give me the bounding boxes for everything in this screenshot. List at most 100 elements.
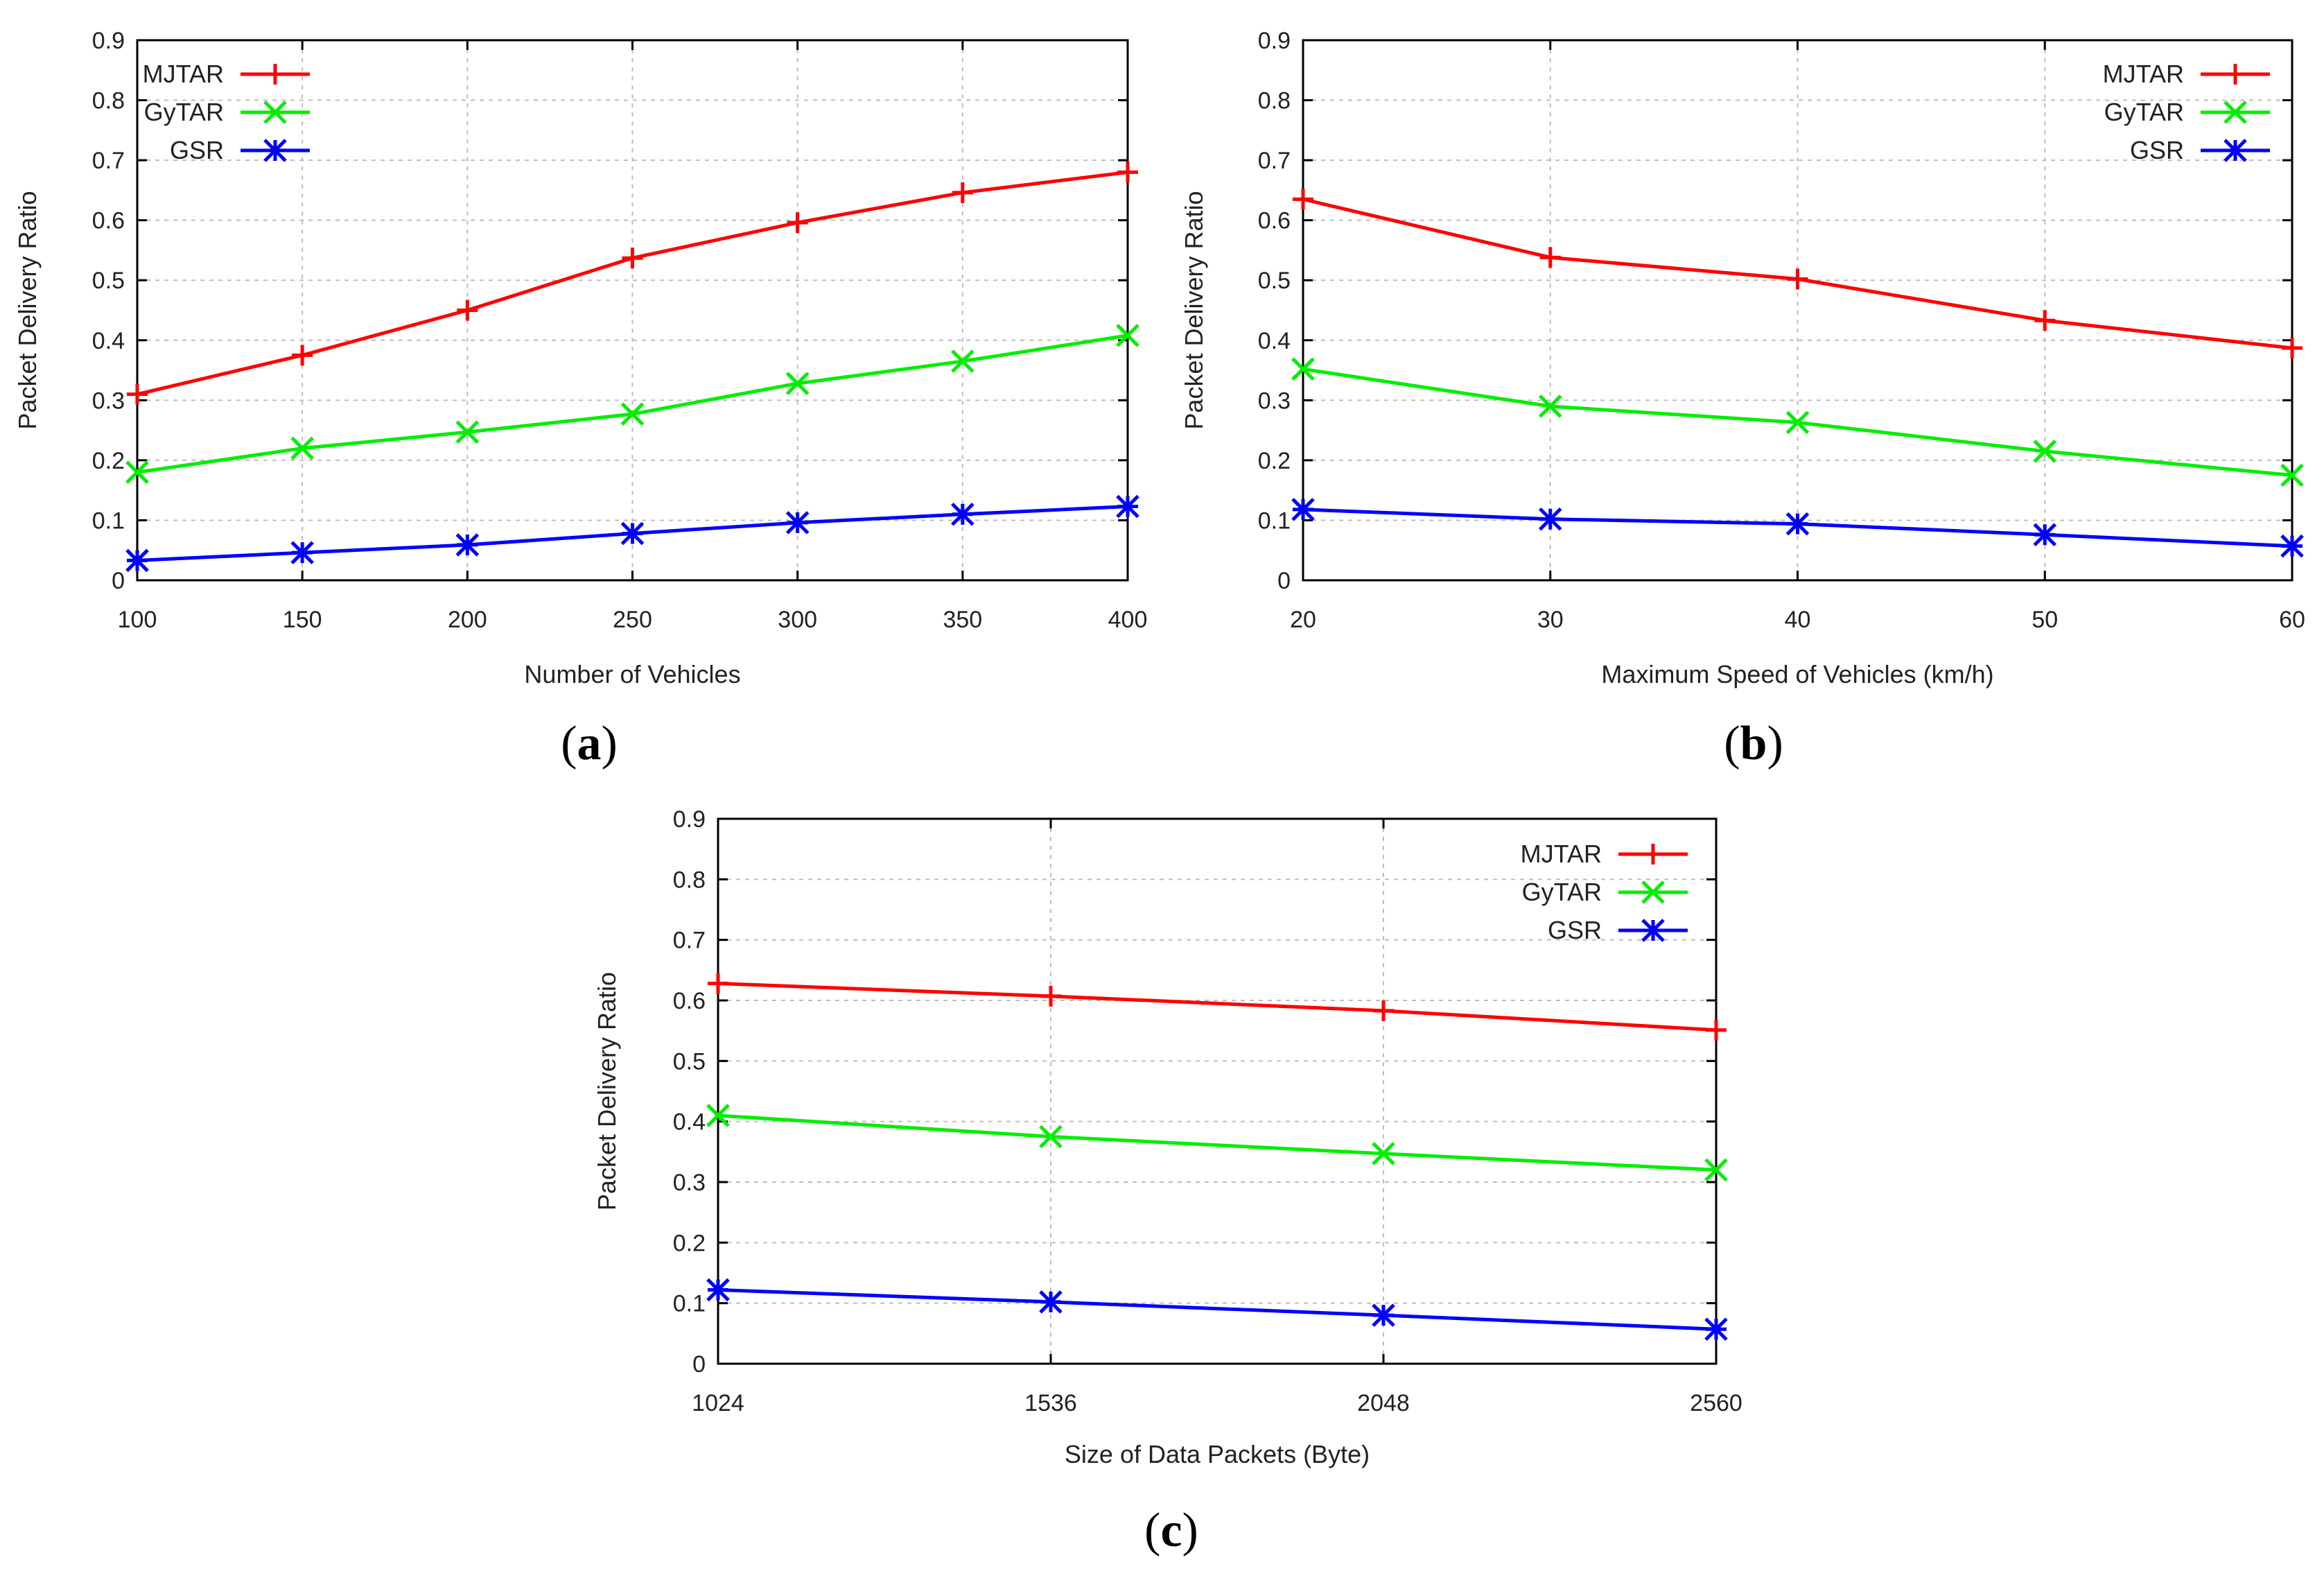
chart-c-series-mjtar-point: [1706, 1019, 1727, 1041]
chart-c-y-tick-label: 0.2: [673, 1230, 706, 1256]
chart-c: 0 0.1 0.2 0.3 0.4 0.5 0.6 0.7 0.8 0.9 1024 1536 2048…: [593, 806, 1742, 1468]
chart-a-y-tick-label: 0.4: [92, 328, 125, 354]
chart-c-legend-label-gsr: GSR: [1548, 916, 1602, 944]
chart-c-x-tick-label: 1024: [692, 1390, 744, 1416]
chart-a-x-tick-label: 300: [778, 607, 817, 633]
chart-c-series-gsr-point: [706, 1278, 730, 1302]
chart-b-series-mjtar-point: [2282, 338, 2303, 359]
chart-c-series-gytar-point: [1372, 1142, 1395, 1165]
chart-b-y-tick-label: 0: [1277, 568, 1291, 594]
chart-a-y-tick-label: 0.6: [92, 208, 125, 234]
chart-c-y-tick-label: 0.1: [673, 1291, 706, 1317]
chart-a-series-gytar-point: [125, 460, 149, 484]
chart-b-series-gytar-point: [2280, 463, 2304, 487]
chart-c-plot-frame: [717, 817, 1718, 1365]
chart-a-x-tick-label: 250: [613, 607, 652, 633]
chart-a-y-tick-label: 0.5: [92, 268, 125, 294]
chart-a-series-gytar-point: [1116, 324, 1139, 347]
chart-c-y-axis-label: Packet Delivery Ratio: [593, 972, 621, 1210]
chart-a-series-mjtar-point: [127, 383, 148, 405]
chart-b-series-gytar-point: [2033, 440, 2057, 463]
chart-b-series-gsr-point: [1538, 507, 1562, 531]
chart-b-y-tick-label: 0.9: [1258, 28, 1291, 54]
chart-b-x-tick-label: 40: [1785, 607, 1811, 633]
chart-c-legend-label-gytar: GyTAR: [1522, 878, 1602, 906]
chart-c-y-tick-label: 0.7: [673, 928, 706, 954]
chart-a: 0 0.1 0.2 0.3 0.4 0.5 0.6 0.7 0.8 0.9 100 150 200 250…: [13, 28, 1147, 688]
chart-a-x-tick-label: 400: [1108, 607, 1148, 633]
chart-a-series-gsr-point: [620, 521, 645, 546]
chart-c-y-tick-label: 0: [692, 1351, 706, 1378]
chart-a-series-gsr-point: [455, 533, 480, 557]
chart-a-y-axis-label: Packet Delivery Ratio: [13, 191, 42, 429]
chart-b-y-tick-label: 0.7: [1258, 148, 1291, 174]
chart-c-y-tick-label: 0.3: [673, 1170, 706, 1196]
panel-label-b: (b): [1724, 717, 1783, 770]
chart-b-series-mjtar-point: [1293, 189, 1313, 210]
chart-c-series-gytar-point: [1039, 1125, 1063, 1149]
chart-b-series-gsr-point: [1291, 498, 1315, 521]
chart-a-y-tick-label: 0: [112, 568, 125, 594]
chart-c-series-gytar-line: [717, 1113, 1717, 1172]
chart-b-legend-marker-gsr: [2223, 139, 2247, 162]
chart-a-x-tick-label: 350: [943, 607, 982, 633]
chart-a-y-tick-label: 0.9: [92, 28, 125, 54]
chart-b-series-gytar-point: [1291, 357, 1315, 381]
chart-c-y-tick-label: 0.9: [673, 806, 706, 833]
chart-a-series-gytar-point: [455, 420, 480, 444]
chart-c-legend-marker-mjtar: [1643, 844, 1663, 865]
chart-a-series-gytar-point: [951, 349, 975, 373]
chart-a-series-mjtar-point: [622, 248, 643, 269]
chart-c-y-tick-label: 0.6: [673, 988, 706, 1014]
chart-b-y-tick-label: 0.8: [1258, 88, 1291, 114]
chart-b-y-tick-label: 0.2: [1258, 448, 1291, 474]
chart-a-series-gsr-point: [290, 541, 314, 564]
chart-b-x-axis-label: Maximum Speed of Vehicles (km/h): [1601, 660, 1993, 688]
chart-b-legend-label-mjtar: MJTAR: [2103, 60, 2184, 88]
chart-b-y-tick-label: 0.6: [1258, 208, 1291, 234]
chart-c-legend-label-mjtar: MJTAR: [1521, 840, 1602, 868]
chart-b-series-gsr-point: [2280, 534, 2304, 558]
chart-b-series-mjtar-point: [1539, 247, 1561, 268]
chart-c-y-tick-label: 0.5: [673, 1048, 706, 1075]
chart-b-y-tick-label: 0.5: [1258, 268, 1291, 294]
chart-a-legend-label-gsr: GSR: [170, 136, 224, 164]
chart-c-x-tick-label: 2048: [1357, 1390, 1410, 1416]
chart-c-series-gsr-point: [1039, 1290, 1063, 1314]
chart-c-legend-marker-gsr: [1641, 919, 1665, 942]
chart-a-legend-marker-gytar: [263, 101, 287, 124]
chart-b-legend-marker-gytar: [2223, 101, 2247, 124]
chart-a-x-tick-label: 150: [283, 607, 322, 633]
chart-a-y-tick-label: 0.1: [92, 507, 125, 534]
chart-c-series-gytar-point: [706, 1104, 730, 1127]
chart-b-x-tick-label: 20: [1290, 607, 1316, 633]
chart-c-series-mjtar-point: [708, 973, 728, 994]
chart-b-y-tick-label: 0.1: [1258, 507, 1291, 534]
chart-a-y-tick-label: 0.2: [92, 448, 125, 474]
chart-c-series-gytar-point: [1704, 1158, 1728, 1182]
chart-a-series-gsr-point: [951, 503, 975, 526]
chart-b-series-gsr-point: [2033, 523, 2057, 546]
chart-c-series-mjtar-line: [717, 982, 1717, 1032]
chart-c-series-mjtar-point: [1373, 1000, 1394, 1021]
chart-a-series-mjtar-point: [787, 212, 808, 234]
chart-a-legend-marker-mjtar: [265, 64, 286, 85]
chart-c-y-tick-label: 0.4: [673, 1109, 706, 1136]
chart-b-x-tick-label: 60: [2279, 607, 2305, 633]
chart-b-legend-marker-mjtar: [2225, 64, 2246, 85]
chart-a-legend-label-mjtar: MJTAR: [143, 60, 224, 88]
chart-a-x-axis-label: Number of Vehicles: [524, 660, 740, 688]
chart-b-x-tick-label: 30: [1537, 607, 1564, 633]
chart-a-x-tick-label: 100: [118, 607, 157, 633]
chart-b-y-tick-label: 0.4: [1258, 328, 1291, 354]
chart-a-series-mjtar-point: [952, 182, 973, 203]
chart-a-legend-marker-gsr: [263, 139, 287, 162]
chart-c-series-gsr-point: [1704, 1317, 1728, 1341]
chart-a-series-gytar-point: [785, 372, 810, 395]
chart-b-y-axis-label: Packet Delivery Ratio: [1180, 191, 1208, 429]
chart-a-legend-label-gytar: GyTAR: [144, 98, 224, 126]
chart-a-series-mjtar-point: [457, 300, 478, 321]
chart-a-y-tick-label: 0.7: [92, 148, 125, 174]
chart-a-series-gytar-point: [290, 436, 314, 460]
